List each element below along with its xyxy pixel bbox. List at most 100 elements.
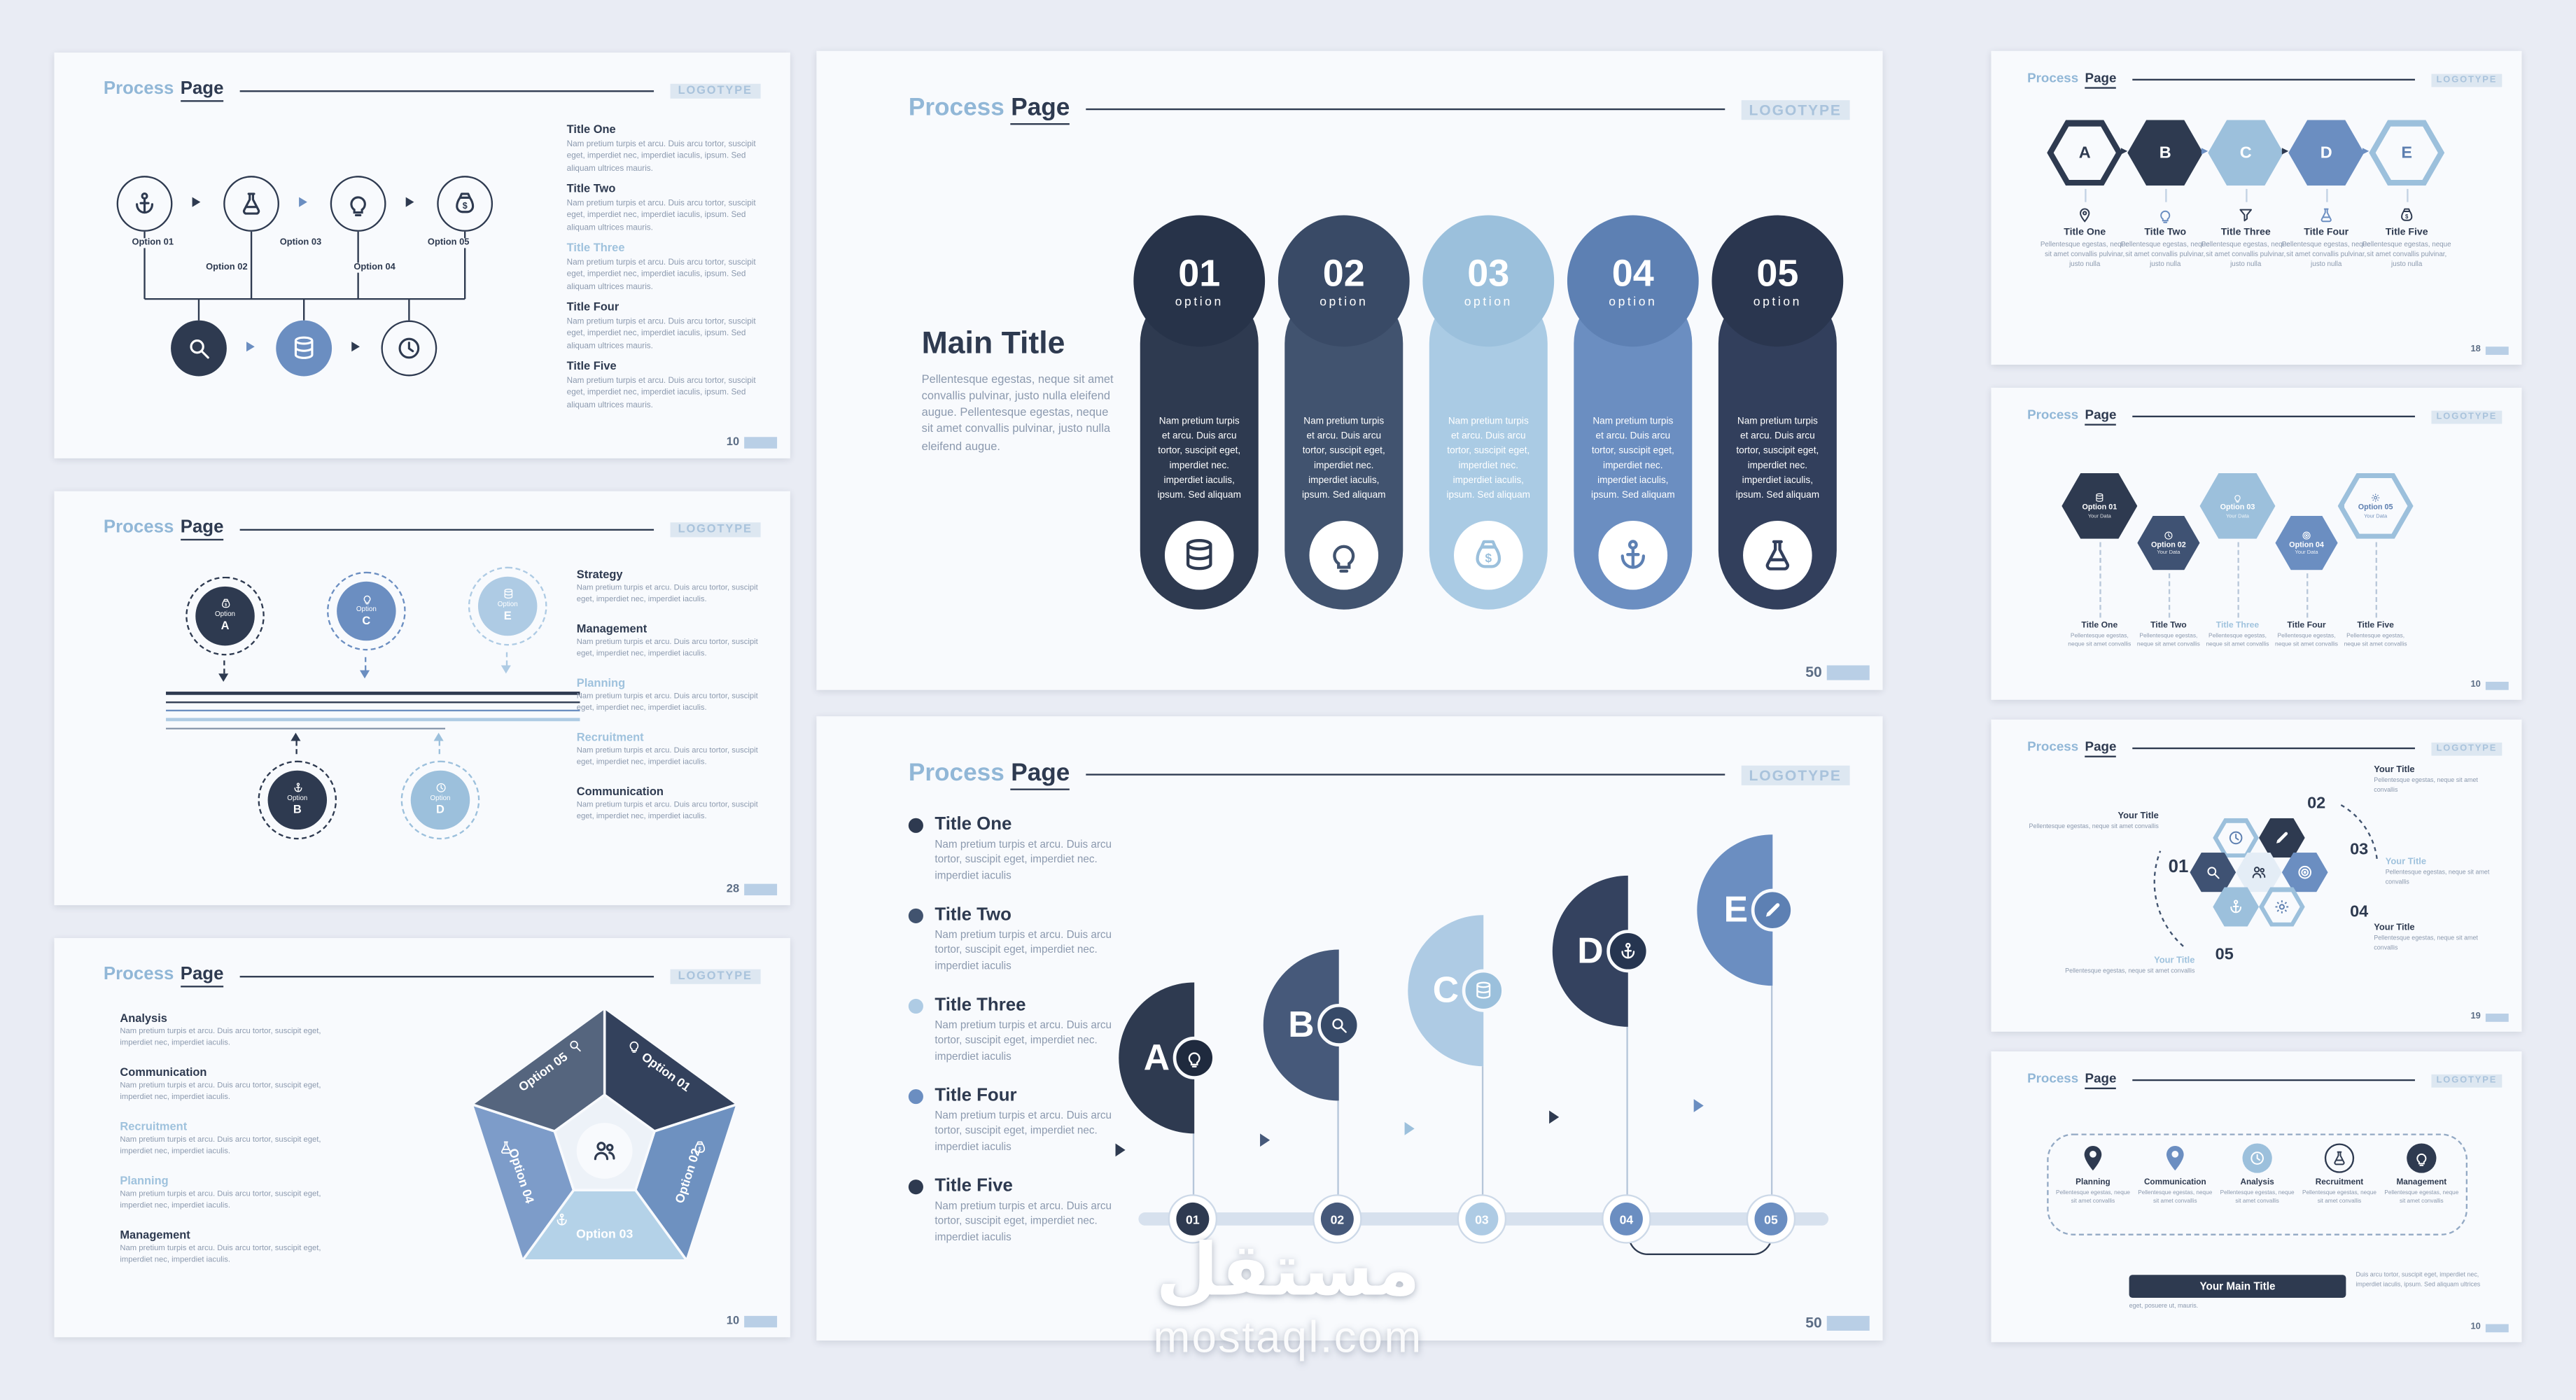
block-body: Nam pretium turpis et arcu. Duis arcu to… — [566, 316, 756, 351]
slide-options-letters: Process Page LOGOTYPE Option A Option C … — [54, 491, 790, 906]
slide-footer: 18 — [2470, 345, 2509, 355]
caption-title: Title One — [2064, 228, 2106, 239]
timeline-node: 05 — [1746, 1194, 1796, 1244]
column-number: 04 — [1611, 251, 1654, 294]
block-title: Communication — [120, 1068, 207, 1079]
text-block: Title One Nam pretium turpis et arcu. Du… — [567, 125, 771, 175]
slide-header: Process Page LOGOTYPE — [909, 94, 1850, 125]
money-icon — [451, 190, 478, 217]
list-item: Title Four Nam pretium turpis et arcu. D… — [908, 1086, 1172, 1155]
column-text: Nam pretium turpis et arcu. Duis arcu to… — [1446, 417, 1531, 501]
logotype: LOGOTYPE — [2431, 1074, 2502, 1088]
database-icon — [2094, 493, 2104, 503]
stem-line — [1770, 986, 1774, 1213]
hexagon: B — [2127, 120, 2204, 186]
node-number: 04 — [1609, 1202, 1643, 1236]
arrow-right-icon — [1404, 1121, 1415, 1135]
column-head: 01 option — [1133, 215, 1266, 347]
text-block: Management Nam pretium turpis et arcu. D… — [120, 1231, 342, 1268]
column-number: 03 — [1467, 251, 1510, 294]
bullet-dot — [908, 908, 923, 923]
flow-node — [437, 176, 493, 232]
process-column: Nam pretium turpis et arcu. Duis arcu to… — [1133, 215, 1266, 610]
option-node: Option D — [410, 770, 470, 830]
icon-circle — [2324, 1143, 2355, 1173]
header-rule — [1086, 108, 1725, 111]
caption-body: Pellentesque egestas, neque sit amet con… — [2068, 632, 2132, 648]
footer-accent-bar — [2485, 680, 2509, 690]
tick-line — [2406, 188, 2408, 202]
brand-page: Page — [180, 965, 224, 988]
hexagon: E — [2369, 120, 2445, 186]
search-icon — [186, 335, 212, 362]
slide-footer: 10 — [2470, 1322, 2509, 1332]
hex-caption: Title Three Pellentesque egestas, neque … — [2199, 188, 2291, 270]
option-letter: C — [362, 615, 371, 628]
caption-title: Title Two — [2150, 621, 2187, 631]
slide-footer: 10 — [727, 1315, 778, 1328]
block-title: Title Four — [566, 302, 620, 314]
step-letter: A — [1143, 1036, 1170, 1078]
column-head: 05 option — [1712, 215, 1844, 347]
pin-body: Pellentesque egestas, neque sit amet con… — [2138, 1189, 2213, 1205]
option-letter: A — [220, 621, 230, 633]
footer-accent-bar — [2485, 1323, 2509, 1332]
slide-header: Process Page LOGOTYPE — [2027, 1071, 2502, 1089]
main-paragraph: Pellentesque egestas, neque sit amet con… — [921, 374, 1114, 453]
pin-item: Recruitment Pellentesque egestas, neque … — [2300, 1143, 2379, 1205]
block-body: Nam pretium turpis et arcu. Duis arcu to… — [576, 693, 758, 713]
slide-hexagon-zigzag: Process Page LOGOTYPE Option 01 Your Dat… — [1991, 387, 2522, 700]
anchor-icon — [1618, 941, 1638, 961]
arrow-right-icon — [2201, 148, 2208, 155]
flask-icon — [1760, 537, 1796, 573]
money-icon — [219, 598, 230, 610]
hex-subtext: Your Data — [2087, 512, 2111, 519]
block-body: Nam pretium turpis et arcu. Duis arcu to… — [120, 1191, 321, 1211]
caption-body: Pellentesque egestas, neque sit amet con… — [2344, 632, 2407, 648]
option-ring: Option E — [468, 566, 547, 646]
line — [166, 709, 580, 713]
block-title: Recruitment — [576, 732, 644, 745]
pin-icon — [2160, 1143, 2190, 1172]
pin-body: Pellentesque egestas, neque sit amet con… — [2055, 1189, 2130, 1205]
column-icon-circle — [1309, 520, 1379, 590]
option-node: Option A — [195, 586, 255, 646]
block-body: Pellentesque egestas, neque sit amet con… — [2374, 934, 2478, 951]
clock-icon — [2164, 530, 2174, 540]
pencil-icon — [1763, 900, 1782, 920]
flow-node — [381, 320, 438, 377]
option-label: Option 02 — [202, 262, 251, 273]
arrow-up-icon — [433, 732, 444, 755]
step-icon-circle — [1462, 969, 1505, 1012]
node-number: 02 — [1320, 1202, 1354, 1236]
header-rule — [2132, 78, 2416, 80]
bullet-dot — [908, 818, 923, 833]
item-body: Nam pretium turpis et arcu. Duis arcu to… — [934, 1110, 1112, 1154]
process-column: Nam pretium turpis et arcu. Duis arcu to… — [1422, 215, 1555, 610]
option-label: Option 04 — [350, 262, 399, 273]
block-body: Pellentesque egestas, neque sit amet con… — [2374, 777, 2478, 793]
slide-steps-timeline: Process Page LOGOTYPE Title One Nam pret… — [816, 716, 1883, 1341]
block-body: Nam pretium turpis et arcu. Duis arcu to… — [576, 584, 758, 605]
hex-letter: D — [2320, 144, 2332, 162]
money-icon — [1470, 537, 1506, 573]
icon-circle — [2407, 1143, 2437, 1173]
process-column: Nam pretium turpis et arcu. Duis arcu to… — [1567, 215, 1699, 610]
center-circle — [576, 1123, 633, 1179]
hex-option: Option 05 — [2358, 503, 2393, 512]
block-body: Nam pretium turpis et arcu. Duis arcu to… — [120, 1137, 321, 1157]
item-body: Nam pretium turpis et arcu. Duis arcu to… — [934, 930, 1112, 972]
flow-node — [330, 176, 386, 232]
page-number: 50 — [1805, 664, 1822, 680]
column-head: 04 option — [1567, 215, 1699, 347]
hex-content: Option 01 Your Data — [2082, 493, 2117, 519]
text-block: Title Four Nam pretium turpis et arcu. D… — [567, 302, 771, 353]
divider-lines — [166, 692, 580, 730]
list-item: Title One Nam pretium turpis et arcu. Du… — [908, 815, 1172, 884]
hexagon: A — [2047, 120, 2123, 186]
block-title: Your Title — [2374, 923, 2415, 934]
bulb-icon — [1184, 1048, 1204, 1068]
block-title: Title Two — [566, 183, 616, 196]
block-title: Your Title — [2118, 811, 2159, 822]
column-text: Nam pretium turpis et arcu. Duis arcu to… — [1735, 417, 1820, 501]
